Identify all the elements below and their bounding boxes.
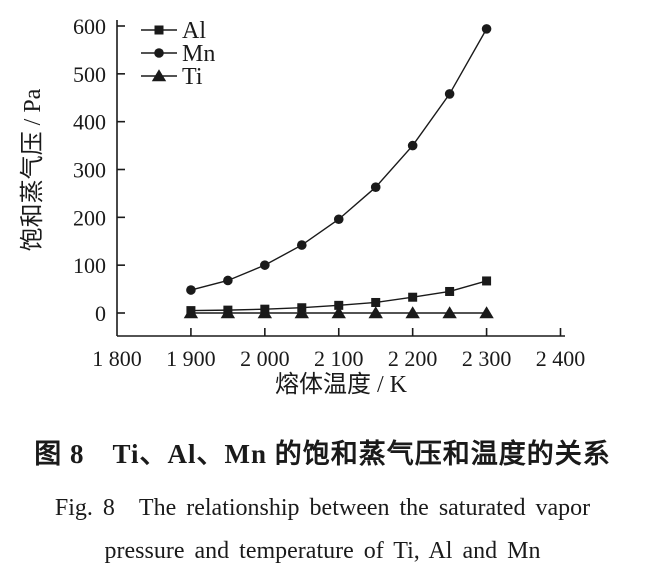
data-point-mn: [407, 140, 418, 151]
y-axis-label: 饱和蒸气压 / Pa: [19, 88, 46, 251]
series-mn: [186, 24, 492, 295]
data-point-al: [482, 276, 492, 286]
legend-triangle-marker: [151, 69, 167, 82]
series-line-mn: [190, 28, 488, 291]
x-tick-label: 1 800: [92, 346, 142, 371]
data-point-mn: [370, 182, 381, 192]
legend-label: Al: [182, 18, 206, 44]
y-tick-label: 200: [73, 205, 106, 230]
data-point-ti: [405, 306, 420, 319]
figure-caption-cn: 图 8 Ti、Al、Mn 的饱和蒸气压和温度的关系: [34, 439, 611, 469]
data-point-al: [334, 300, 344, 310]
legend-item-ti: Ti: [141, 64, 203, 90]
legend-square-marker: [154, 25, 164, 35]
legend-circle-marker: [154, 48, 164, 58]
data-point-mn: [444, 89, 455, 99]
data-point-ti: [368, 306, 383, 319]
x-tick-label: 2 300: [462, 346, 512, 371]
data-point-al: [445, 286, 455, 296]
data-point-mn: [186, 285, 196, 295]
data-point-ti: [479, 306, 494, 319]
y-tick-label: 500: [73, 62, 106, 87]
data-point-al: [408, 292, 418, 302]
data-point-ti: [294, 306, 309, 319]
data-point-ti: [183, 306, 199, 319]
x-tick-label: 1 900: [166, 346, 216, 371]
series-ti: [183, 306, 494, 319]
data-point-ti: [257, 306, 273, 319]
x-tick-label: 2 000: [240, 346, 290, 371]
data-point-mn: [260, 260, 270, 270]
data-point-mn: [296, 240, 307, 250]
y-tick-label: 300: [73, 158, 106, 183]
x-axis-label: 熔体温度 / K: [275, 371, 408, 398]
figure-caption-en-line1: Fig. 8 The relationship between the satu…: [54, 495, 591, 521]
data-point-mn: [223, 275, 233, 286]
data-point-ti: [442, 306, 457, 319]
y-tick-label: 400: [73, 110, 106, 135]
y-tick-label: 600: [73, 14, 106, 39]
legend-item-al: Al: [141, 18, 206, 44]
legend-item-mn: Mn: [141, 41, 215, 67]
x-tick-label: 2 100: [314, 346, 364, 371]
x-tick-label: 2 400: [536, 346, 586, 371]
data-point-mn: [333, 214, 344, 225]
data-point-ti: [331, 306, 346, 319]
data-point-ti: [220, 306, 236, 319]
data-point-al: [371, 297, 381, 307]
figure-caption-en-line2: pressure and temperature of Ti, Al and M…: [104, 538, 541, 564]
legend-label: Mn: [182, 41, 215, 67]
legend-label: Ti: [182, 64, 203, 90]
y-tick-label: 0: [95, 301, 106, 326]
chart-canvas: 0 100 200 300 400 500 600 1 800 1 900 2 000 2 100 2…: [19, 14, 586, 398]
y-tick-label: 100: [73, 253, 106, 278]
x-tick-label: 2 200: [388, 346, 438, 371]
data-point-mn: [481, 24, 492, 34]
